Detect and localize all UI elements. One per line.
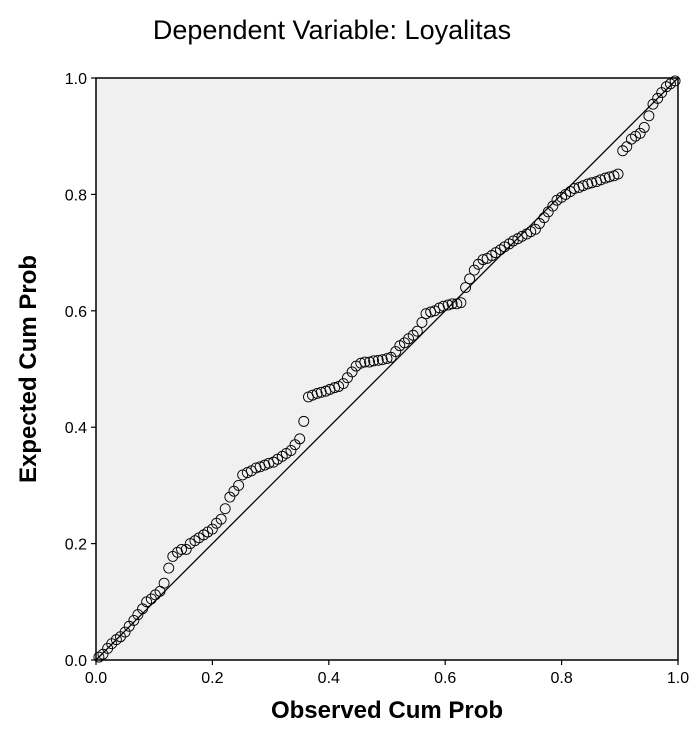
data-point — [368, 355, 380, 367]
reference-line — [95, 77, 679, 661]
data-point — [128, 614, 140, 626]
data-point — [163, 562, 175, 574]
data-point — [634, 127, 646, 139]
data-point — [219, 503, 231, 515]
x-tick-label: 0.8 — [550, 670, 572, 687]
data-point — [468, 264, 480, 276]
data-point — [294, 433, 306, 445]
data-point — [446, 298, 458, 310]
y-tick-label: 0.8 — [65, 187, 87, 204]
data-point — [582, 178, 594, 190]
data-point — [285, 445, 297, 456]
data-point — [425, 306, 437, 318]
data-point — [612, 168, 624, 180]
y-tick-label: 0.0 — [65, 653, 87, 670]
data-point — [158, 577, 170, 589]
data-point — [215, 513, 227, 525]
data-point — [180, 543, 192, 555]
data-point — [176, 543, 188, 555]
x-tick-label: 0.2 — [201, 670, 223, 687]
data-point — [233, 479, 245, 491]
x-tick-label: 0.6 — [434, 670, 456, 687]
data-point — [407, 329, 419, 341]
reference-line-group — [95, 77, 679, 661]
data-point — [547, 200, 559, 212]
data-points — [93, 75, 681, 663]
data-point — [145, 593, 157, 605]
data-point — [376, 354, 388, 366]
x-axis-label: Observed Cum Prob — [271, 697, 503, 724]
data-point — [346, 366, 358, 378]
data-point — [390, 346, 402, 357]
x-tick-label: 0.4 — [318, 670, 340, 687]
data-point — [311, 387, 323, 399]
data-point — [477, 254, 489, 266]
data-point — [411, 325, 423, 337]
data-point — [464, 273, 476, 285]
data-point — [599, 172, 611, 184]
data-point — [643, 110, 655, 122]
y-tick-label: 0.2 — [65, 537, 87, 554]
data-point — [359, 356, 371, 368]
axes: 0.0 0.2 0.4 0.6 0.8 1.0 0.0 0.2 0.4 0.6 0.8 1.0 — [65, 71, 689, 687]
y-tick-label: 1.0 — [65, 71, 87, 88]
data-point — [381, 353, 393, 364]
data-point — [355, 357, 367, 369]
data-point — [438, 300, 449, 312]
data-point — [617, 145, 629, 157]
data-point — [364, 356, 375, 368]
data-point — [416, 316, 428, 328]
data-point — [399, 337, 410, 349]
data-point — [263, 457, 275, 469]
data-point — [460, 282, 472, 293]
y-axis-label: Expected Cum Prob — [15, 255, 42, 483]
data-point — [669, 75, 681, 87]
chart-title: Dependent Variable: Loyalitas — [153, 15, 511, 45]
data-point — [372, 354, 384, 366]
y-tick-label: 0.4 — [65, 420, 87, 437]
data-point — [638, 122, 650, 133]
data-point — [538, 212, 550, 224]
y-tick-label: 0.6 — [65, 304, 87, 321]
data-point — [224, 491, 236, 503]
data-point — [451, 298, 463, 310]
data-point — [298, 415, 310, 427]
data-point — [206, 523, 218, 535]
data-point — [529, 223, 541, 235]
x-tick-label: 0.0 — [85, 670, 107, 687]
data-point — [455, 297, 467, 309]
data-point — [119, 626, 131, 638]
data-point — [442, 299, 454, 311]
data-point — [337, 378, 349, 389]
x-tick-label: 1.0 — [667, 670, 689, 687]
data-point — [329, 382, 341, 394]
data-point — [137, 603, 149, 615]
data-point — [652, 92, 664, 104]
